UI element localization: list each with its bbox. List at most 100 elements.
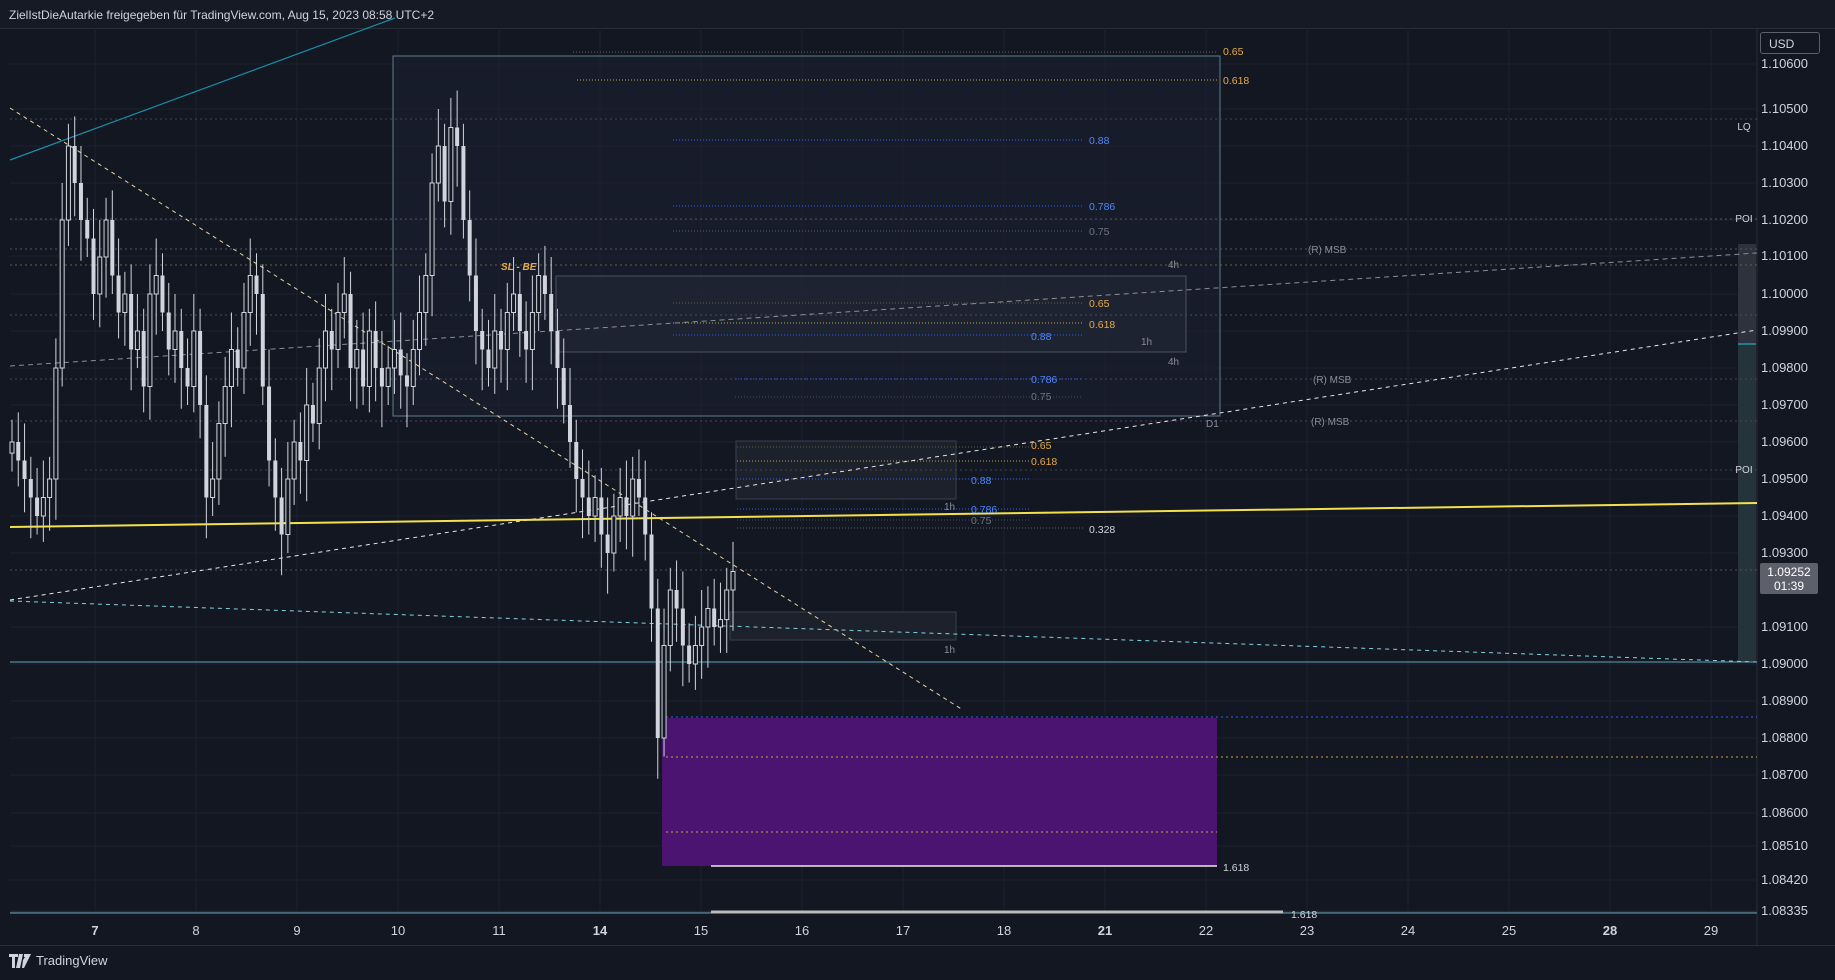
candle-body-up <box>699 626 705 646</box>
y-tick-label: 1.09100 <box>1761 619 1808 634</box>
x-tick-label: 11 <box>492 923 506 938</box>
candle-body-up <box>692 645 698 665</box>
y-tick-label: 1.09000 <box>1761 656 1808 671</box>
candle-body-down <box>235 349 240 368</box>
brand[interactable]: TradingView <box>9 953 108 968</box>
candle-body-down <box>674 590 679 609</box>
y-tick-label: 1.10200 <box>1761 212 1808 227</box>
currency-button[interactable]: USD <box>1760 32 1820 54</box>
candle-body-down <box>85 220 90 239</box>
current-price-countdown: 01:39 <box>1774 579 1804 593</box>
fib-label: 0.75 <box>971 515 992 527</box>
trendline-desc <box>9 107 964 711</box>
candle-body-down <box>567 405 572 442</box>
candle-body-down <box>204 405 209 498</box>
candle-body-down <box>605 534 610 553</box>
candle-body-down <box>455 127 460 146</box>
candle-body-down <box>687 645 692 664</box>
candle-body-down <box>185 368 190 387</box>
d1-box <box>392 55 1221 417</box>
candle-body-down <box>574 442 579 479</box>
candle-body-down <box>655 608 660 738</box>
candle-body-down <box>586 497 591 516</box>
candle-body-down <box>549 294 554 331</box>
fib-label: 0.618 <box>1223 75 1249 87</box>
1h-box-b <box>729 611 957 641</box>
candle-body-up <box>122 293 128 313</box>
candle-body-down <box>329 331 334 350</box>
candle-body-up <box>65 145 71 221</box>
candle-body-up <box>511 293 517 313</box>
candle-body-up <box>385 367 391 387</box>
fib-label: 0.618 <box>1089 319 1115 331</box>
fib-label: 0.328 <box>1089 524 1115 536</box>
x-tick-label: 23 <box>1300 923 1314 938</box>
candle-body-down <box>517 294 522 331</box>
candle-body-down <box>542 275 547 294</box>
candle-body-up <box>724 589 730 621</box>
timeframe-label: 4h <box>1168 357 1179 368</box>
y-tick-label: 1.10300 <box>1761 175 1808 190</box>
candle-body-down <box>16 442 21 461</box>
x-tick-label: 7 <box>91 923 98 938</box>
candle-body-up <box>354 349 360 369</box>
candle-body-up <box>153 275 159 295</box>
candle-body-down <box>254 275 259 294</box>
fib-label: 0.65 <box>1223 46 1244 58</box>
y-tick-label: 1.10000 <box>1761 286 1808 301</box>
fib-label: 0.75 <box>1089 226 1110 238</box>
candle-body-up <box>730 571 736 591</box>
trendline-yellow <box>9 502 1758 528</box>
candle-body-down <box>129 294 134 350</box>
candle-body-up <box>529 312 535 350</box>
candle-body-down <box>110 220 115 276</box>
candle-body-down <box>404 375 409 387</box>
x-tick-label: 21 <box>1098 923 1112 938</box>
fib-label: 0.786 <box>971 504 997 516</box>
y-tick-label: 1.09500 <box>1761 471 1808 486</box>
candle-body-down <box>116 275 121 313</box>
x-tick-label: 29 <box>1704 923 1718 938</box>
zone-label: POI <box>1735 214 1752 225</box>
candle-body-down <box>555 331 560 368</box>
candle-body-up <box>429 182 435 276</box>
y-tick-label: 1.08900 <box>1761 693 1808 708</box>
fib-label: 0.88 <box>1089 135 1110 147</box>
candle-body-up <box>341 293 347 313</box>
candle-body-down <box>643 497 648 535</box>
candle-body-up <box>103 219 109 258</box>
x-tick-label: 28 <box>1603 923 1617 938</box>
fib-label: 0.65 <box>1089 298 1110 310</box>
candle-body-up <box>617 497 623 517</box>
candle-body-down <box>636 479 641 498</box>
fib-label: 0.786 <box>1031 374 1057 386</box>
purple-zone <box>662 718 1217 866</box>
y-tick-label: 1.10500 <box>1761 101 1808 116</box>
candle-body-up <box>492 330 498 369</box>
candle-body-up <box>391 349 397 369</box>
timeframe-label: 1h <box>1141 337 1152 348</box>
candle-body-up <box>47 478 53 498</box>
candle-body-down <box>198 331 203 405</box>
candle-body-up <box>322 330 328 369</box>
candle-body-down <box>279 497 284 535</box>
candle-body-down <box>91 238 96 294</box>
msb-label: (R) MSB <box>1313 375 1352 386</box>
candle-body-up <box>504 312 510 350</box>
y-tick-label: 1.09900 <box>1761 323 1808 338</box>
candle-body-up <box>304 404 310 461</box>
fib-label: 1.618 <box>1223 862 1249 874</box>
candle-body-down <box>298 442 303 461</box>
candle-body-up <box>316 367 322 424</box>
candle-body-up <box>40 497 46 517</box>
y-tick-label: 1.08420 <box>1761 872 1808 887</box>
candle-body-down <box>580 479 585 498</box>
y-tick-label: 1.09600 <box>1761 434 1808 449</box>
candle-body-down <box>680 608 685 646</box>
fib-label: 0.618 <box>1031 456 1057 468</box>
fib-label: 0.88 <box>1031 331 1052 343</box>
x-tick-label: 10 <box>391 923 405 938</box>
candle-body-down <box>179 331 184 368</box>
candle-body-down <box>461 146 466 220</box>
